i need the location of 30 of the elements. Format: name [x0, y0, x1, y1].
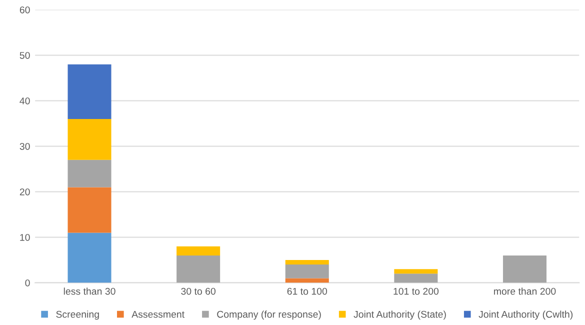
bar: [176, 255, 220, 283]
bar: [68, 160, 112, 188]
bar: [502, 255, 547, 283]
legend-label: Company (for response): [217, 310, 321, 320]
x-tick-label: less than 30: [64, 288, 116, 295]
bar: [68, 187, 112, 233]
bar: [68, 64, 112, 119]
bar: [285, 278, 329, 283]
legend-label: Screening: [56, 310, 99, 320]
bar: [68, 232, 112, 283]
legend-label: Joint Authority (State): [354, 310, 446, 320]
bar: [394, 269, 438, 274]
y-tick-label: 40: [20, 97, 30, 104]
bar: [394, 274, 438, 283]
bar: [285, 264, 329, 278]
y-tick-label: 60: [20, 6, 30, 14]
bar: [176, 246, 220, 256]
x-tick-label: 61 to 100: [287, 288, 328, 295]
y-tick-label: 30: [20, 142, 30, 150]
legend-label: Assessment: [132, 310, 184, 318]
x-tick-label: 30 to 60: [181, 288, 216, 295]
bar: [68, 118, 112, 160]
y-tick-label: 20: [20, 188, 30, 196]
x-tick-label: 101 to 200: [394, 288, 439, 295]
legend-label: Joint Authority (Cwlth): [478, 310, 572, 320]
y-tick-label: 50: [20, 52, 30, 59]
y-tick-label: 0: [25, 279, 30, 286]
x-tick-label: more than 200: [494, 288, 556, 295]
bar: [285, 260, 329, 265]
y-tick-label: 10: [20, 234, 30, 241]
